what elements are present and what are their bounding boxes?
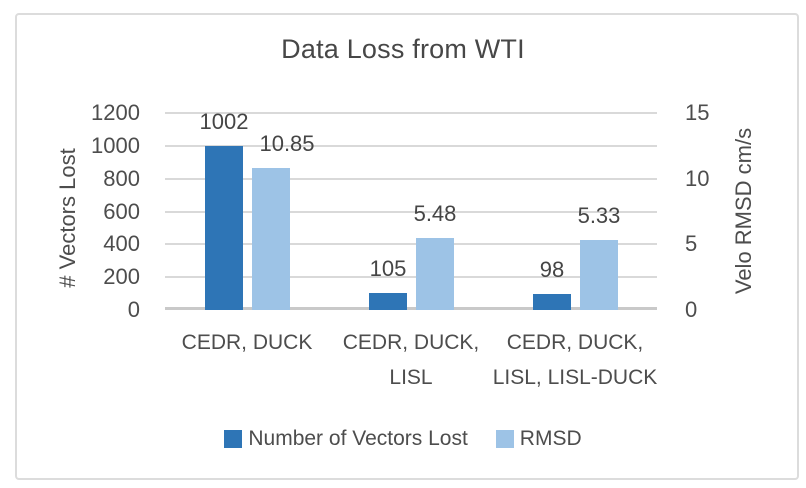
y-axis-tick-right: 10: [685, 166, 710, 191]
legend-swatch: [224, 430, 243, 448]
gridline: [165, 145, 657, 147]
data-label: 5.33: [577, 203, 621, 228]
y-axis-tick-left: 600: [103, 199, 140, 224]
data-label: 105: [369, 256, 407, 281]
data-label: 5.48: [413, 201, 457, 226]
bar-rmsd: [252, 168, 290, 310]
bar-vectors-lost: [533, 294, 571, 310]
y-axis-tick-left: 200: [103, 264, 140, 289]
y-axis-tick-right: 15: [685, 100, 710, 125]
legend-item: Number of Vectors Lost: [224, 427, 468, 451]
gridline: [165, 243, 657, 245]
legend-swatch: [495, 430, 514, 448]
legend-item: RMSD: [495, 427, 582, 451]
y-axis-tick-right: 0: [685, 297, 698, 322]
plot-area: 1002 105 98 10.85 5.48 5.33: [165, 110, 657, 310]
y-axis-tick-left: 0: [127, 297, 140, 322]
gridline: [165, 112, 657, 114]
gridline: [165, 178, 657, 180]
y-axis-tick-left: 400: [103, 231, 140, 256]
gridline: [165, 211, 657, 213]
legend: Number of Vectors Lost RMSD: [0, 427, 806, 451]
legend-label: Number of Vectors Lost: [248, 427, 468, 450]
y-axis-tick-right: 5: [685, 231, 698, 256]
y-axis-tick-left: 1000: [91, 133, 140, 158]
bar-rmsd: [416, 238, 454, 310]
bar-vectors-lost: [205, 146, 243, 310]
right-axis-tick-labels: 15 10 5 0: [685, 0, 795, 488]
figure-border: [15, 13, 799, 480]
bar-vectors-lost: [369, 293, 407, 310]
y-axis-tick-left: 1200: [91, 100, 140, 125]
gridline: [165, 276, 657, 278]
bar-rmsd: [580, 240, 618, 310]
category-label: CEDR, DUCK, LISL, LISL-DUCK: [492, 331, 658, 389]
chart-title: Data Loss from WTI: [281, 34, 525, 64]
data-label: 98: [539, 257, 565, 282]
category-label: CEDR, DUCK: [181, 331, 313, 354]
data-label: 10.85: [259, 131, 315, 156]
left-axis-tick-labels: 1200 1000 800 600 400 200 0: [30, 0, 140, 488]
legend-label: RMSD: [519, 427, 582, 450]
category-label: CEDR, DUCK, LISL: [342, 331, 480, 389]
category-axis-labels: CEDR, DUCK CEDR, DUCK, LISL CEDR, DUCK, LI…: [165, 325, 658, 397]
data-label: 1002: [199, 109, 249, 134]
y-axis-tick-left: 800: [103, 166, 140, 191]
x-axis-line: [165, 307, 657, 310]
